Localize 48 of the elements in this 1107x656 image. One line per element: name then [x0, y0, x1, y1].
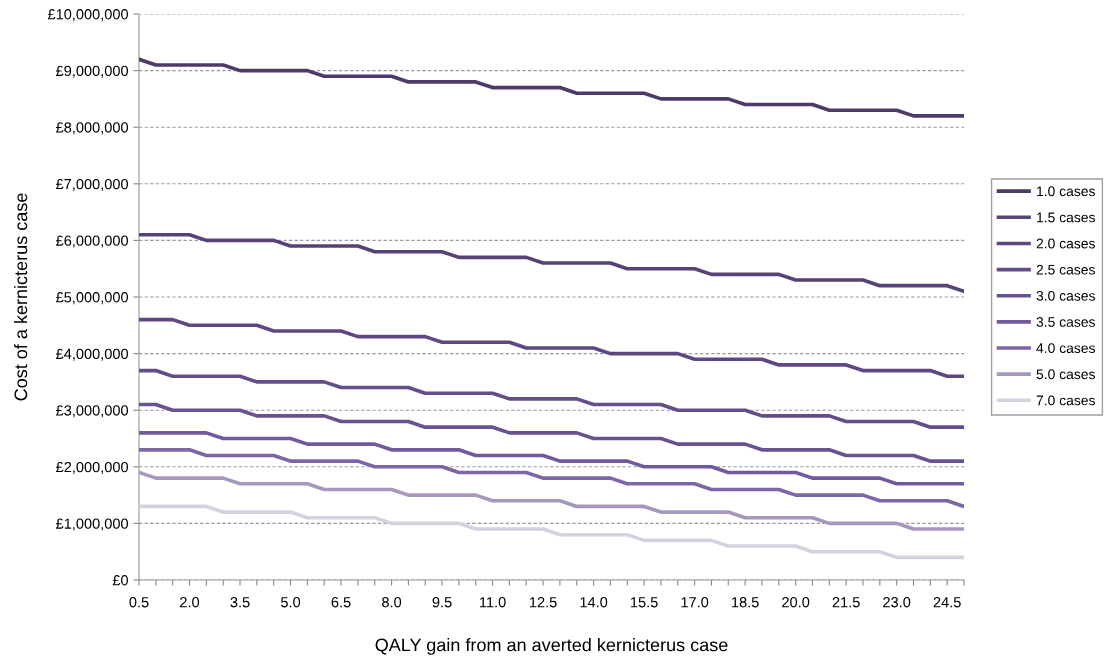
line-series — [139, 504, 964, 560]
x-tick-label: 23.0 — [883, 597, 911, 608]
x-axis-title: QALY gain from an averted kernicterus case — [375, 638, 728, 655]
legend-label: 1.5 cases — [1037, 212, 1095, 223]
y-tick-label: £1,000,000 — [56, 518, 129, 531]
line-series — [139, 232, 964, 294]
x-tick-label: 11.0 — [480, 597, 506, 608]
legend-label: 2.5 cases — [1036, 264, 1095, 275]
y-tick-label: £3,000,000 — [56, 405, 129, 418]
legend-label: 1.0 cases — [1037, 186, 1095, 197]
x-tick-label: 12.5 — [530, 597, 557, 608]
y-tick-label: £6,000,000 — [56, 235, 129, 248]
y-tick-label: £7,000,000 — [56, 178, 129, 191]
y-tick-label: £9,000,000 — [56, 65, 129, 78]
legend-label: 2.0 cases — [1036, 238, 1095, 249]
x-tick-label: 0.5 — [129, 597, 149, 608]
legend-label: 7.0 cases — [1036, 395, 1095, 406]
x-tick-label: 8.0 — [382, 597, 402, 608]
line-series — [139, 317, 964, 379]
legend-label: 3.0 cases — [1036, 290, 1095, 301]
x-tick-label: 2.0 — [180, 597, 200, 608]
y-tick-label: £0 — [112, 575, 129, 586]
legend-label: 4.0 cases — [1036, 343, 1095, 354]
line-series — [139, 448, 964, 509]
line-series — [139, 57, 964, 118]
x-tick-label: 24.5 — [933, 597, 961, 608]
x-tick-label: 9.5 — [432, 597, 452, 608]
line-series — [139, 368, 964, 429]
x-tick-label: 21.5 — [832, 597, 860, 608]
y-tick-label: £2,000,000 — [56, 461, 129, 474]
x-tick-label: 20.0 — [782, 597, 810, 608]
x-tick-label: 3.5 — [230, 597, 250, 608]
x-tick-label: 14.0 — [580, 597, 608, 608]
y-tick-label: £8,000,000 — [56, 122, 129, 135]
y-tick-label: £5,000,000 — [56, 292, 129, 305]
legend-label: 5.0 cases — [1036, 369, 1095, 380]
x-tick-label: 18.5 — [732, 597, 759, 608]
x-tick-label: 5.0 — [280, 597, 301, 608]
y-axis-title: Cost of a kernicterus case — [14, 193, 28, 401]
line-series — [139, 431, 964, 486]
x-tick-label: 17.0 — [681, 597, 709, 608]
legend-label: 3.5 cases — [1036, 317, 1095, 327]
line-series — [139, 470, 964, 531]
line-series — [139, 402, 964, 463]
y-tick-label: £4,000,000 — [56, 348, 129, 361]
y-tick-label: £10,000,000 — [47, 9, 129, 22]
x-tick-label: 15.5 — [631, 597, 658, 608]
x-tick-label: 6.5 — [331, 597, 351, 608]
